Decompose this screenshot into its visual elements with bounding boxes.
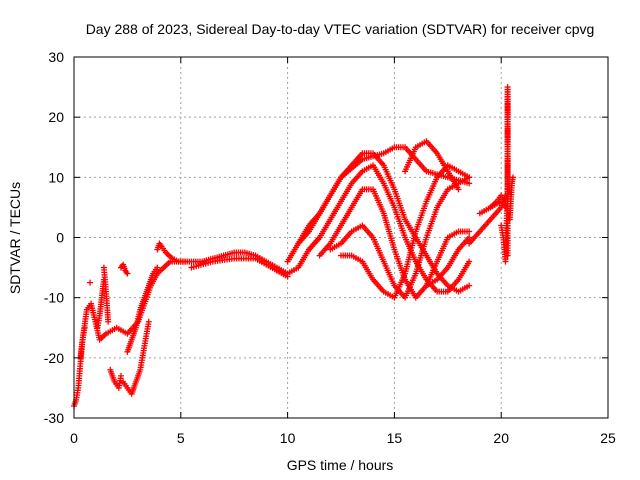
- data-point: [182, 258, 189, 265]
- series-spike: [498, 84, 511, 265]
- data-point: [124, 270, 131, 277]
- data-points: [71, 84, 516, 409]
- x-tick-label: 25: [600, 430, 616, 446]
- y-tick-label: 30: [48, 49, 64, 65]
- data-point: [145, 318, 152, 325]
- x-tick-label: 10: [280, 430, 296, 446]
- series-wave-4: [316, 186, 473, 301]
- y-tick-label: 10: [48, 169, 64, 185]
- y-tick-label: -20: [44, 350, 64, 366]
- series-segment-j: [188, 255, 291, 280]
- data-point: [105, 318, 112, 325]
- series-segment-e: [107, 366, 124, 391]
- y-tick-label: -10: [44, 290, 64, 306]
- y-tick-label: -30: [44, 410, 64, 426]
- series-segment-d: [100, 264, 112, 325]
- data-point: [466, 282, 473, 289]
- series-segment-g: [120, 318, 152, 397]
- axis-ticks: [73, 56, 609, 419]
- series-segment-f: [117, 261, 131, 277]
- series-wave-8: [423, 234, 473, 289]
- y-axis-label: SDTVAR / TECUs: [7, 182, 23, 294]
- data-point: [466, 234, 473, 241]
- data-point: [81, 324, 88, 331]
- x-tick-label: 0: [70, 430, 78, 446]
- series-wave-3: [305, 162, 473, 295]
- x-tick-label: 5: [177, 430, 185, 446]
- series-wave-7: [402, 138, 462, 193]
- series-spike-right: [506, 174, 516, 223]
- x-axis-label: GPS time / hours: [287, 457, 394, 473]
- series-segment-m: [476, 198, 509, 217]
- x-tick-labels: 0 5 10 15 20 25: [70, 430, 616, 446]
- series-segment-i: [154, 240, 189, 265]
- data-point: [466, 180, 473, 187]
- data-point: [509, 174, 516, 181]
- series-segment-b: [87, 279, 94, 286]
- data-point: [87, 279, 94, 286]
- chart-title: Day 288 of 2023, Sidereal Day-to-day VTE…: [86, 21, 595, 37]
- data-point: [466, 228, 473, 235]
- y-tick-label: 0: [56, 230, 64, 246]
- series-wave-2: [295, 150, 473, 295]
- series-segment-a: [77, 324, 88, 361]
- x-tick-label: 20: [493, 430, 509, 446]
- x-tick-label: 15: [387, 430, 403, 446]
- data-point: [466, 174, 473, 181]
- data-point: [117, 372, 124, 379]
- data-point: [504, 252, 511, 259]
- data-point: [466, 258, 473, 265]
- y-tick-labels: -30 -20 -10 0 10 20 30: [44, 49, 64, 426]
- y-tick-label: 20: [48, 109, 64, 125]
- data-point: [455, 186, 462, 193]
- data-point: [154, 264, 161, 271]
- series-segment-h: [124, 264, 161, 355]
